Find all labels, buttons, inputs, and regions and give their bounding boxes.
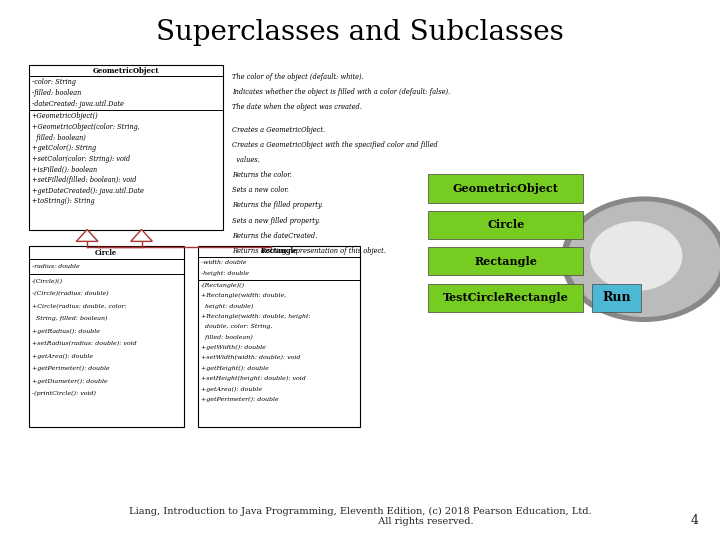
Text: +Circle(radius: double, color:: +Circle(radius: double, color: (32, 303, 126, 309)
Text: -dateCreated: java.util.Date: -dateCreated: java.util.Date (32, 99, 124, 107)
FancyBboxPatch shape (428, 284, 583, 312)
Text: -(Circle)(radius: double): -(Circle)(radius: double) (32, 291, 109, 296)
Text: +setColor(color: String): void: +setColor(color: String): void (32, 155, 130, 163)
Text: values.: values. (232, 156, 260, 164)
Text: +getRadius(): double: +getRadius(): double (32, 328, 99, 334)
FancyBboxPatch shape (428, 174, 583, 202)
Text: Creates a GeometricObject.: Creates a GeometricObject. (232, 126, 325, 134)
Text: +getWidth(): double: +getWidth(): double (201, 345, 266, 350)
Text: +getColor(): String: +getColor(): String (32, 144, 96, 152)
Text: -filled: boolean: -filled: boolean (32, 89, 81, 97)
Text: +setHeight(height: double): void: +setHeight(height: double): void (201, 376, 305, 381)
Text: -color: String: -color: String (32, 78, 76, 86)
Text: Indicates whether the object is filled with a color (default: false).: Indicates whether the object is filled w… (232, 88, 450, 96)
Text: +getDiameter(): double: +getDiameter(): double (32, 379, 107, 384)
Text: +GeometricObject(color: String,: +GeometricObject(color: String, (32, 123, 140, 131)
Text: +getHeight(): double: +getHeight(): double (201, 366, 269, 371)
FancyBboxPatch shape (592, 284, 641, 312)
Text: +getDateCreated(): java.util.Date: +getDateCreated(): java.util.Date (32, 187, 143, 195)
Text: 4: 4 (690, 514, 698, 526)
Text: +Rectangle(width: double,: +Rectangle(width: double, (201, 293, 286, 299)
Text: TestCircleRectangle: TestCircleRectangle (443, 292, 569, 303)
FancyBboxPatch shape (428, 211, 583, 239)
Polygon shape (76, 230, 98, 241)
Text: Creates a GeometricObject with the specified color and filled: Creates a GeometricObject with the speci… (232, 141, 438, 149)
Text: +getArea(): double: +getArea(): double (201, 386, 262, 391)
Text: Rectangle: Rectangle (261, 247, 297, 255)
Text: Liang, Introduction to Java Programming, Eleventh Edition, (c) 2018 Pearson Educ: Liang, Introduction to Java Programming,… (129, 507, 591, 526)
Text: filled: boolean): filled: boolean) (201, 335, 253, 340)
Text: double, color: String,: double, color: String, (201, 325, 272, 329)
Text: filled: boolean): filled: boolean) (32, 133, 86, 141)
FancyBboxPatch shape (428, 247, 583, 275)
Text: +getPerimeter(): double: +getPerimeter(): double (32, 366, 109, 371)
Circle shape (590, 222, 682, 290)
Text: Returns a string representation of this object.: Returns a string representation of this … (232, 247, 386, 255)
Text: The date when the object was created.: The date when the object was created. (232, 103, 361, 111)
Text: Returns the dateCreated.: Returns the dateCreated. (232, 232, 317, 240)
Text: The color of the object (default: white).: The color of the object (default: white)… (232, 73, 364, 81)
Text: Circle: Circle (487, 219, 524, 230)
Text: GeometricObject: GeometricObject (453, 183, 559, 194)
Text: +setFilled(filled: boolean): void: +setFilled(filled: boolean): void (32, 176, 136, 184)
FancyBboxPatch shape (29, 246, 184, 427)
Text: -width: double: -width: double (201, 260, 246, 265)
Text: Sets a new color.: Sets a new color. (232, 186, 289, 194)
Circle shape (562, 197, 720, 321)
Text: String, filled: boolean): String, filled: boolean) (32, 316, 107, 321)
Text: +getArea(): double: +getArea(): double (32, 354, 93, 359)
Text: -(Circle)(): -(Circle)() (32, 279, 63, 284)
Text: -(Rectangle)(): -(Rectangle)() (201, 283, 245, 288)
Text: -(printCircle(): void): -(printCircle(): void) (32, 391, 96, 396)
Polygon shape (131, 230, 153, 241)
Text: Rectangle: Rectangle (474, 256, 537, 267)
Text: +setRadius(radius: double): void: +setRadius(radius: double): void (32, 341, 136, 346)
Text: Run: Run (602, 291, 631, 304)
Text: GeometricObject: GeometricObject (93, 66, 159, 75)
Text: -radius: double: -radius: double (32, 264, 79, 269)
Text: Sets a new filled property.: Sets a new filled property. (232, 217, 320, 225)
Text: Returns the color.: Returns the color. (232, 171, 292, 179)
Text: +Rectangle(width: double, height:: +Rectangle(width: double, height: (201, 314, 310, 319)
Circle shape (568, 202, 720, 316)
Text: +isFilled(): boolean: +isFilled(): boolean (32, 165, 96, 173)
Text: height: double): height: double) (201, 303, 253, 309)
FancyBboxPatch shape (29, 65, 223, 230)
Text: +toString(): String: +toString(): String (32, 197, 94, 205)
Text: +GeometricObject(): +GeometricObject() (32, 112, 99, 120)
FancyBboxPatch shape (198, 246, 360, 427)
Text: -height: double: -height: double (201, 271, 249, 275)
Text: +setWidth(width: double): void: +setWidth(width: double): void (201, 355, 300, 360)
Text: Returns the filled property.: Returns the filled property. (232, 201, 323, 210)
Text: +getPerimeter(): double: +getPerimeter(): double (201, 396, 279, 402)
Text: Superclasses and Subclasses: Superclasses and Subclasses (156, 19, 564, 46)
Text: Circle: Circle (95, 248, 117, 256)
